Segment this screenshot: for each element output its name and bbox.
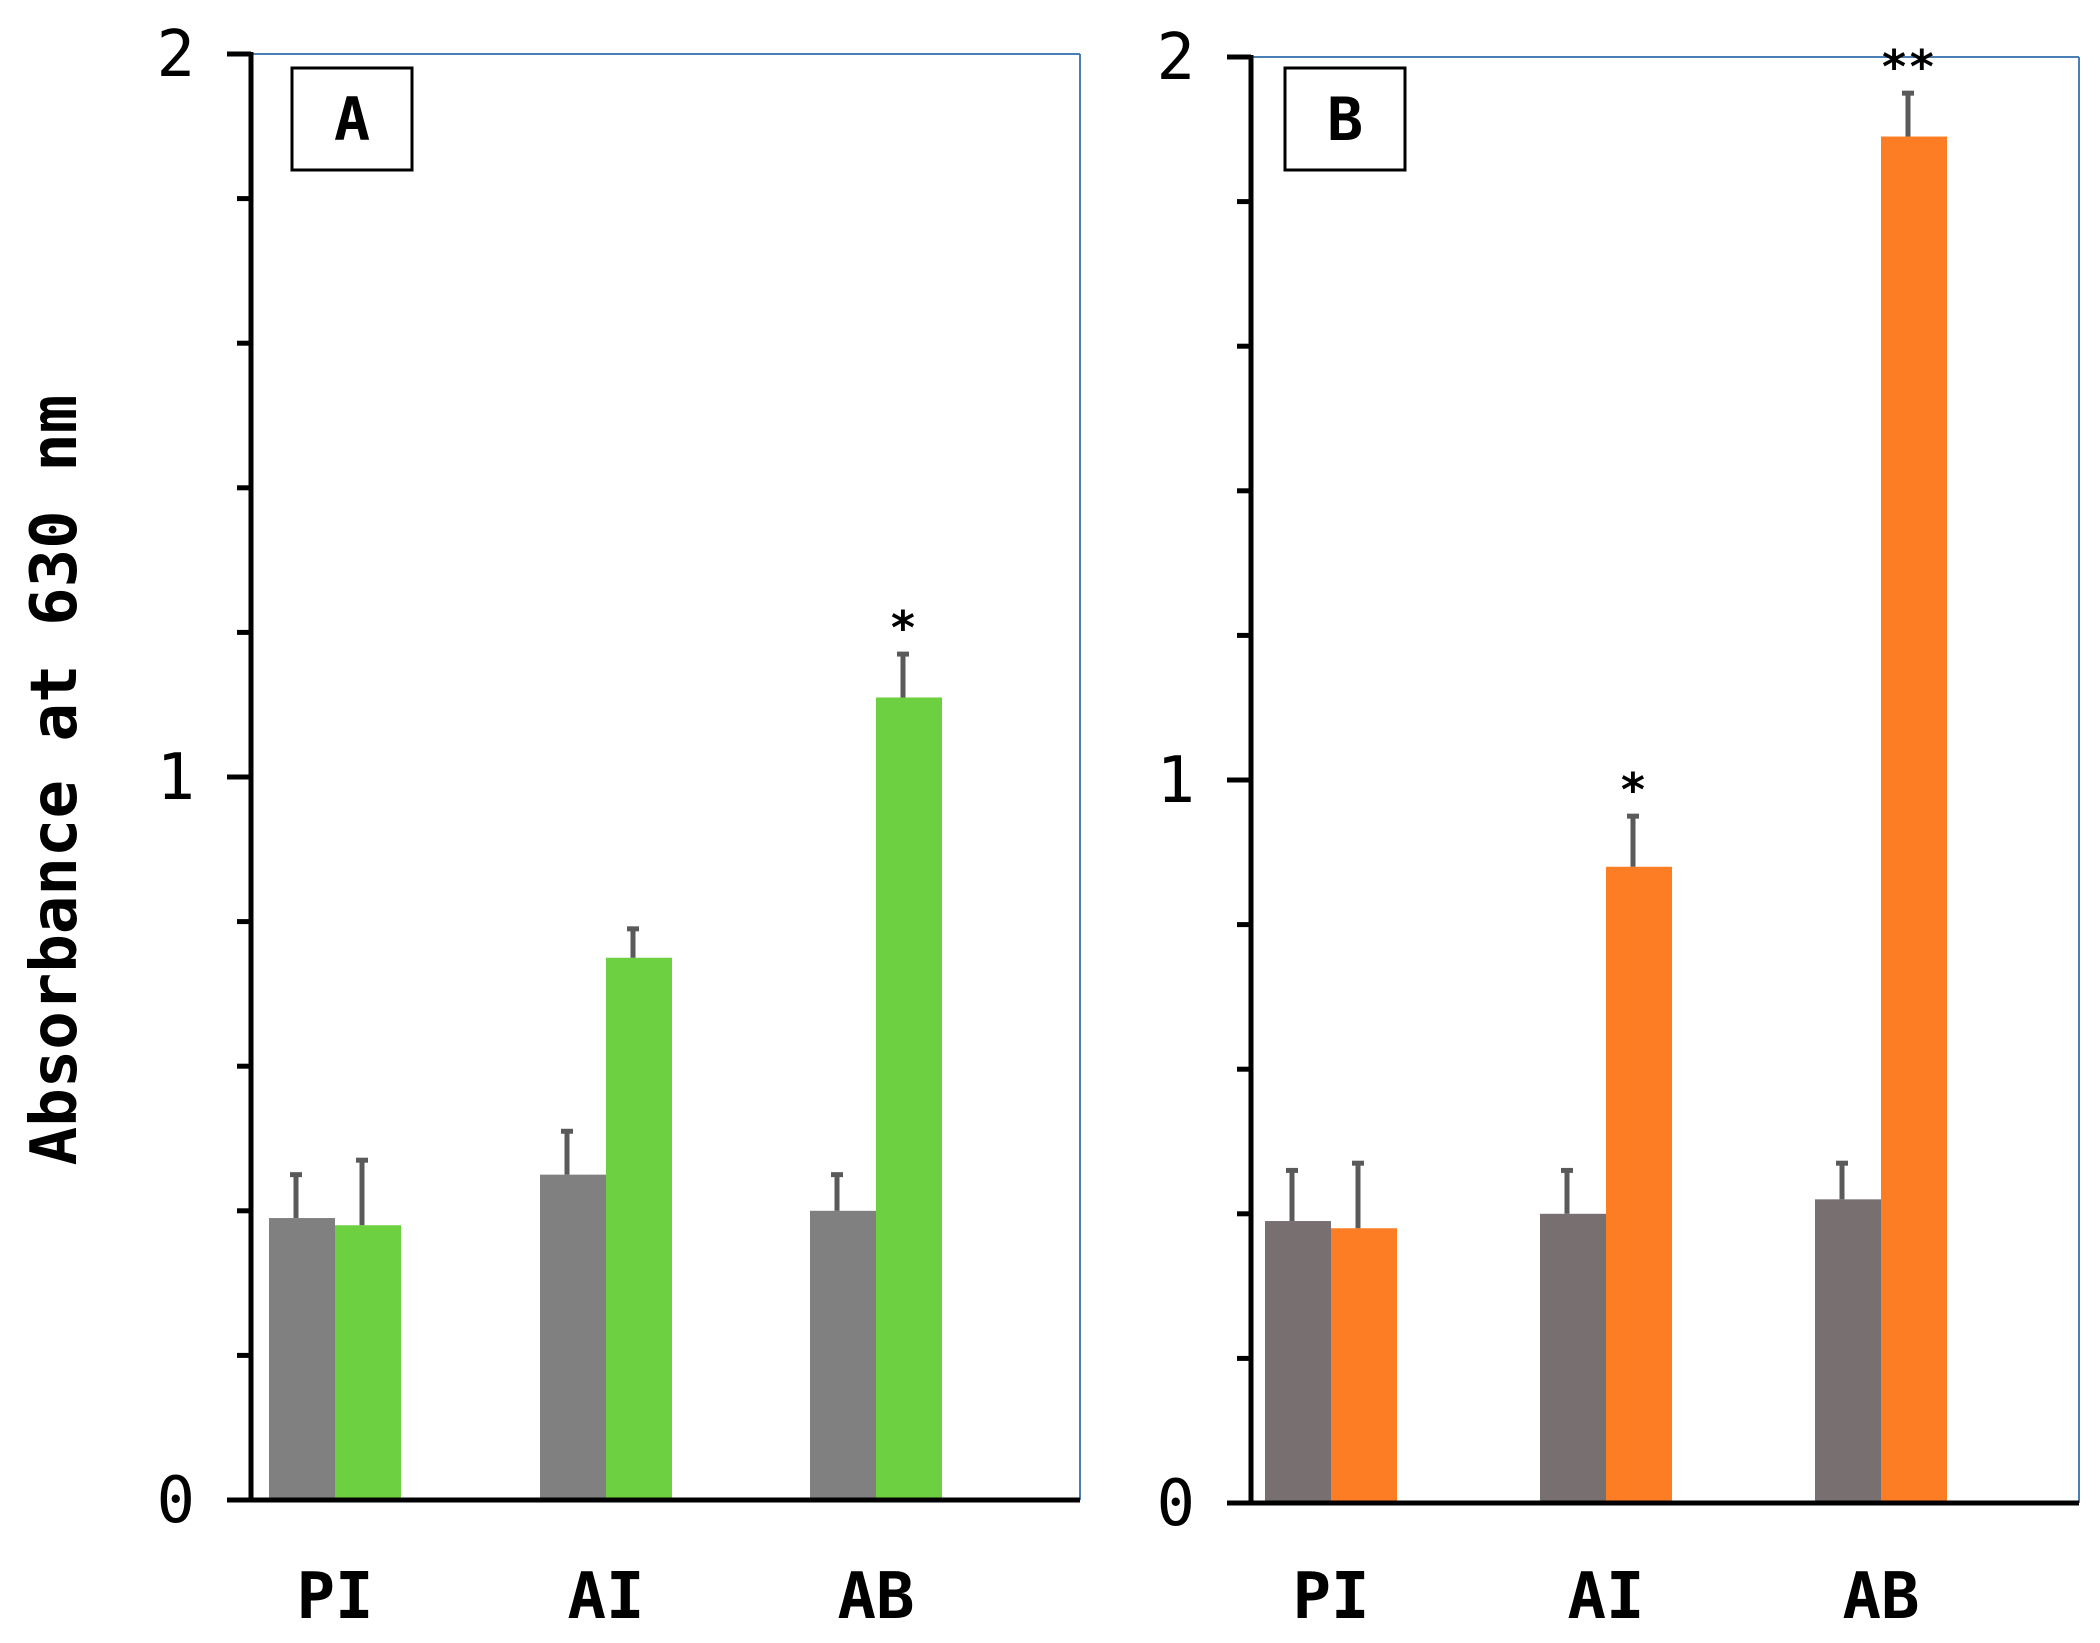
panel-b-category-label-ai: AI <box>1567 1560 1644 1634</box>
panel-a-significance-ab: * <box>889 601 917 655</box>
panel-b-label-box <box>1283 66 1407 172</box>
panel-a-category-label-ai: AI <box>567 1560 644 1634</box>
panel-a-label-box <box>290 66 414 172</box>
panel-b-ytick-label-0: 0 <box>1156 1467 1195 1541</box>
panel-b-bar-treated-ai <box>1606 866 1672 1503</box>
panel-b-category-label-ab: AB <box>1842 1560 1919 1634</box>
panel-b-bar-control-ab <box>1815 1199 1881 1503</box>
panel-a-bar-treated-ai <box>606 957 672 1500</box>
panel-a-ytick-label-2: 2 <box>156 18 195 92</box>
panel-a-category-label-ab: AB <box>837 1560 914 1634</box>
panel-a-bar-treated-pi <box>335 1225 401 1500</box>
panel-b-bar-control-pi <box>1265 1221 1331 1503</box>
panel-b-significance-ai: * <box>1619 763 1647 817</box>
y-axis-label: Absorbance at 630 nm <box>18 395 92 1166</box>
panel-a-label: A <box>334 85 370 155</box>
panel-b-label: B <box>1327 85 1363 155</box>
panel-b-ytick-label-2: 2 <box>1156 21 1195 95</box>
panel-a-category-label-pi: PI <box>296 1560 373 1634</box>
panel-a-ytick-label-1: 1 <box>156 741 195 815</box>
panel-b-category-label-pi: PI <box>1292 1560 1369 1634</box>
panel-a-bar-treated-ab <box>876 697 942 1500</box>
panel-b-bar-control-ai <box>1540 1213 1606 1503</box>
panel-a-bar-control-ab <box>810 1210 876 1500</box>
panel-a-chart: * 0 1 2 PI AI AB A <box>156 18 1081 1634</box>
panel-a-bar-control-pi <box>269 1218 335 1500</box>
panel-b-ytick-label-1: 1 <box>1156 744 1195 818</box>
panel-a-ytick-label-0: 0 <box>156 1464 195 1538</box>
panel-b-significance-ab: ** <box>1880 40 1935 94</box>
panel-b-bar-treated-pi <box>1331 1228 1397 1503</box>
panel-b-bar-treated-ab <box>1881 136 1947 1503</box>
panel-a-bar-control-ai <box>540 1174 606 1500</box>
